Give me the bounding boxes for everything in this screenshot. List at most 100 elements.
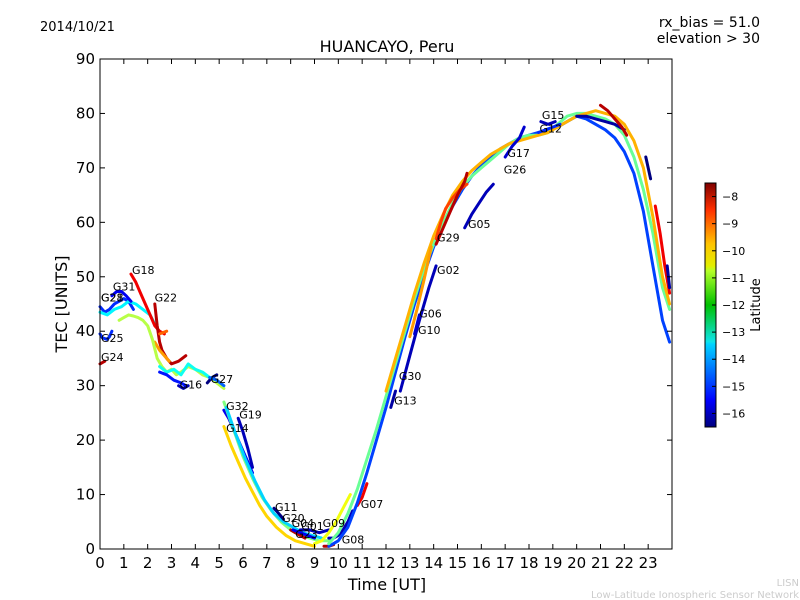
satellite-label-G11: G11 — [275, 501, 298, 514]
satellite-label-G26: G26 — [504, 163, 527, 176]
y-tick-label: 50 — [76, 268, 95, 286]
satellite-label-G02: G02 — [437, 264, 460, 277]
colorbar-tick-label: −11 — [722, 272, 745, 285]
satellite-label-G30: G30 — [399, 370, 422, 383]
x-tick-label: 19 — [543, 554, 562, 572]
satellite-label-G10: G10 — [418, 324, 441, 337]
satellite-label-G08: G08 — [342, 534, 365, 547]
y-tick-label: 20 — [76, 431, 95, 449]
series-GDK — [644, 155, 653, 181]
satellite-label-G17: G17 — [507, 147, 530, 160]
x-tick-label: 5 — [214, 554, 224, 572]
series-G19 — [236, 416, 254, 469]
colorbar-label: Latitude — [749, 278, 764, 332]
satellite-label-G13: G13 — [394, 395, 417, 408]
satellite-label-G12: G12 — [540, 123, 563, 136]
chart-title: HUANCAYO, Peru — [320, 37, 455, 56]
rx-bias-label: rx_bias = 51.0 — [659, 15, 760, 31]
footer-network: Low-Latitude Ionospheric Sensor Network — [591, 590, 799, 600]
satellite-label-G27: G27 — [211, 373, 234, 386]
series-G25 — [98, 329, 114, 341]
colorbar-tick-label: −13 — [722, 326, 745, 339]
x-tick-label: 2 — [143, 554, 153, 572]
colorbar-tick-label: −12 — [722, 299, 745, 312]
x-tick-label: 8 — [286, 554, 296, 572]
y-tick-label: 30 — [76, 377, 95, 395]
y-tick-label: 70 — [76, 159, 95, 177]
x-tick-label: 6 — [238, 554, 248, 572]
x-tick-label: 7 — [262, 554, 272, 572]
satellite-label-G04: G04 — [292, 517, 315, 530]
x-tick-label: 1 — [119, 554, 129, 572]
colorbar-tick-label: −14 — [722, 353, 745, 366]
series-G31 — [110, 290, 133, 303]
x-tick-label: 11 — [353, 554, 372, 572]
x-tick-label: 4 — [191, 554, 201, 572]
colorbar-tick-label: −16 — [722, 407, 745, 420]
series-G16b — [177, 384, 190, 390]
y-axis: 0 10 20 30 40 50 60 70 80 90 — [76, 50, 672, 558]
x-tick-label: 23 — [639, 554, 658, 572]
satellite-label-G21: G21 — [101, 291, 124, 304]
x-tick-label: 18 — [519, 554, 538, 572]
series-G09 — [313, 493, 352, 546]
series-GR1 — [327, 114, 672, 548]
colorbar-tick-label: −9 — [722, 218, 738, 231]
x-tick-label: 14 — [424, 554, 443, 572]
x-tick-label: 0 — [95, 554, 105, 572]
satellite-label-G06: G06 — [419, 308, 442, 321]
y-axis-label: TEC [UNITS] — [52, 256, 71, 354]
y-tick-label: 10 — [76, 486, 95, 504]
satellite-label-G31: G31 — [113, 280, 136, 293]
satellite-label-G19: G19 — [239, 408, 262, 421]
series-G27b — [208, 376, 226, 388]
series-layer — [98, 103, 672, 548]
x-tick-label: 22 — [615, 554, 634, 572]
series-GRT — [599, 103, 629, 137]
satellite-label-G18: G18 — [132, 264, 155, 277]
y-tick-label: 40 — [76, 322, 95, 340]
series-G17 — [503, 125, 526, 159]
x-axis-label: Time [UT] — [347, 575, 426, 594]
colorbar-tick-label: −15 — [722, 380, 745, 393]
series-G18b — [158, 329, 169, 336]
series-G22b — [153, 340, 171, 363]
x-tick-label: 13 — [400, 554, 419, 572]
series-G14 — [222, 425, 316, 548]
colorbar-tick-label: −10 — [722, 245, 745, 258]
colorbar-ticks: −8 −9 −10 −11 −12 −13 −14 −15 −16 — [712, 191, 745, 420]
x-axis: 0 1 2 3 4 5 6 7 8 9 10 11 12 13 14 15 16 17 18 19 20 21 22 23 — [95, 59, 658, 572]
satellite-label-G01: G01 — [301, 520, 324, 533]
x-tick-label: 21 — [591, 554, 610, 572]
series-GY2 — [408, 245, 433, 339]
x-tick-label: 15 — [448, 554, 467, 572]
series-G12 — [537, 122, 562, 134]
elevation-label: elevation > 30 — [657, 31, 760, 47]
satellite-label-G29: G29 — [437, 231, 460, 244]
satellite-label-G20: G20 — [282, 512, 305, 525]
satellite-label-G15: G15 — [542, 109, 565, 122]
satellite-label-G16: G16 — [180, 378, 203, 391]
y-tick-label: 80 — [76, 104, 95, 122]
satellite-label-G24: G24 — [101, 351, 124, 364]
series-G23 — [291, 528, 316, 540]
satellite-label-G05: G05 — [468, 218, 491, 231]
series-GG1 — [327, 111, 672, 546]
y-tick-label: 60 — [76, 213, 95, 231]
series-G15 — [539, 120, 557, 126]
series-G21c — [158, 362, 212, 379]
series-G11 — [272, 506, 285, 521]
date-label: 2014/10/21 — [40, 20, 115, 35]
x-tick-label: 16 — [472, 554, 491, 572]
x-tick-label: 9 — [310, 554, 320, 572]
series-G13 — [389, 389, 397, 409]
satellite-label-G23: G23 — [295, 528, 318, 541]
satellite-label-G09: G09 — [323, 517, 346, 530]
satellite-label-G22: G22 — [155, 291, 178, 304]
satellite-label-G32: G32 — [226, 400, 249, 413]
series-G06 — [413, 313, 421, 336]
series-G29r — [434, 171, 469, 246]
satellite-label-G07: G07 — [361, 498, 384, 511]
